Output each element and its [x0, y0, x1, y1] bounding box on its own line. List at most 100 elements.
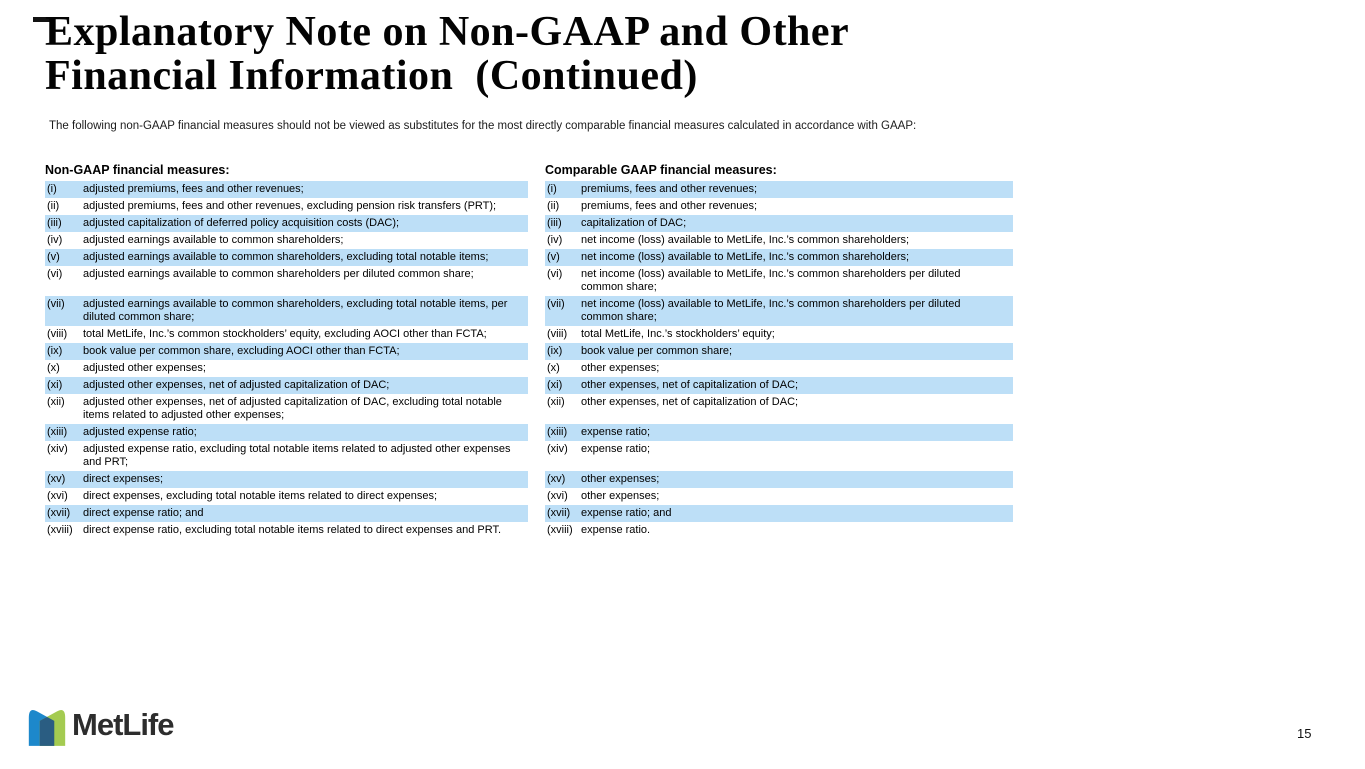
column-gap [528, 343, 545, 360]
row-(viii)-gaap-measure: total MetLife, Inc.’s stockholders’ equi… [581, 328, 775, 340]
row-(xi)-number-right: (xi) [545, 377, 581, 394]
row-(vi)-gaap-measure: net income (loss) available to MetLife, … [581, 268, 961, 293]
column-gap [528, 296, 545, 326]
row-(v)-non-gaap-measure: adjusted earnings available to common sh… [83, 249, 528, 266]
row-(iii)-non-gaap-measure: adjusted capitalization of deferred poli… [83, 215, 528, 232]
row-(xii)-gaap-measure: other expenses, net of capitalization of… [581, 396, 799, 408]
measures-table: (i) adjusted premiums, fees and other rev… [45, 181, 1013, 539]
row-(xi)-number-left: (xi) [45, 377, 83, 394]
row-(x)-number-left: (x) [47, 362, 60, 374]
row-(ix)-number-left: (ix) [45, 343, 83, 360]
row-(xiv)-number-left: (xiv) [47, 443, 68, 455]
row-(xiv)-gaap-measure: expense ratio; [581, 443, 651, 455]
row-(iv)-number-left: (iv) [47, 234, 63, 246]
row-(xii)-non-gaap-measure: adjusted other expenses, net of adjusted… [83, 396, 502, 421]
row-(i)-number-left: (i) [45, 181, 83, 198]
metlife-wordmark: MetLife [72, 707, 174, 742]
row-(viii)-non-gaap-measure: total MetLife, Inc.’s common stockholder… [83, 328, 487, 340]
row-(vii)-non-gaap-measure: adjusted earnings available to common sh… [83, 296, 528, 326]
page-title-line1: Explanatory Note on Non-GAAP and Other [45, 9, 850, 55]
row-(xiii)-number-left: (xiii) [45, 424, 83, 441]
column-gap [528, 326, 545, 343]
row-(vi)-non-gaap-measure: adjusted earnings available to common sh… [83, 268, 474, 280]
page-title-line2: Financial Information (Continued) [45, 53, 698, 99]
column-gap [528, 266, 545, 296]
row-(v)-number-left: (v) [45, 249, 83, 266]
row-(xv)-number-right: (xv) [545, 471, 581, 488]
row-(iii)-number-right: (iii) [545, 215, 581, 232]
row-(xvii)-number-left: (xvii) [45, 505, 83, 522]
column-gap [528, 441, 545, 471]
row-(x)-non-gaap-measure: adjusted other expenses; [83, 362, 206, 374]
row-(ix)-number-right: (ix) [545, 343, 581, 360]
row-(i)-number-right: (i) [545, 181, 581, 198]
row-(x)-gaap-measure: other expenses; [581, 362, 660, 374]
column-gap [528, 394, 545, 424]
row-(xii)-number-right: (xii) [547, 396, 565, 408]
row-(xvii)-number-right: (xvii) [545, 505, 581, 522]
row-(xvi)-non-gaap-measure: direct expenses, excluding total notable… [83, 490, 438, 502]
row-(i)-gaap-measure: premiums, fees and other revenues; [581, 181, 1013, 198]
row-(xiii)-gaap-measure: expense ratio; [581, 424, 1013, 441]
page-title: Explanatory Note on Non-GAAP and Other Fi… [45, 10, 1095, 98]
row-(xviii)-gaap-measure: expense ratio. [581, 524, 651, 536]
row-(xvii)-gaap-measure: expense ratio; and [581, 505, 1013, 522]
row-(iii)-gaap-measure: capitalization of DAC; [581, 215, 1013, 232]
row-(xv)-number-left: (xv) [45, 471, 83, 488]
intro-text: The following non-GAAP financial measure… [49, 120, 917, 132]
row-(vi)-number-right: (vi) [547, 268, 563, 280]
row-(xvi)-gaap-measure: other expenses; [581, 490, 660, 502]
row-(iv)-gaap-measure: net income (loss) available to MetLife, … [581, 234, 910, 246]
column-gap [528, 215, 545, 232]
row-(ii)-number-right: (ii) [547, 200, 560, 212]
row-(iv)-number-right: (iv) [547, 234, 563, 246]
column-gap [528, 181, 545, 198]
column-gap [528, 522, 545, 539]
row-(xiii)-non-gaap-measure: adjusted expense ratio; [83, 424, 528, 441]
row-(i)-non-gaap-measure: adjusted premiums, fees and other revenu… [83, 181, 528, 198]
row-(xv)-gaap-measure: other expenses; [581, 471, 1013, 488]
row-(ii)-gaap-measure: premiums, fees and other revenues; [581, 200, 758, 212]
column-gap [528, 505, 545, 522]
row-(xviii)-non-gaap-measure: direct expense ratio, excluding total no… [83, 524, 502, 536]
row-(vi)-number-left: (vi) [47, 268, 63, 280]
row-(vii)-number-right: (vii) [545, 296, 581, 326]
row-(v)-number-right: (v) [545, 249, 581, 266]
row-(v)-gaap-measure: net income (loss) available to MetLife, … [581, 249, 1013, 266]
row-(vii)-number-left: (vii) [45, 296, 83, 326]
row-(xviii)-number-left: (xviii) [47, 524, 73, 536]
row-(iii)-number-left: (iii) [45, 215, 83, 232]
page-number: 15 [1297, 726, 1312, 741]
non-gaap-column-header: Non-GAAP financial measures: [45, 163, 230, 177]
slide-top-mark [33, 17, 50, 22]
row-(viii)-number-right: (viii) [547, 328, 568, 340]
row-(xv)-non-gaap-measure: direct expenses; [83, 471, 528, 488]
row-(xvii)-non-gaap-measure: direct expense ratio; and [83, 505, 528, 522]
row-(xviii)-number-right: (xviii) [547, 524, 573, 536]
column-gap [528, 377, 545, 394]
row-(ix)-gaap-measure: book value per common share; [581, 343, 1013, 360]
row-(vii)-gaap-measure: net income (loss) available to MetLife, … [581, 296, 1013, 326]
column-gap [528, 488, 545, 505]
row-(xiv)-non-gaap-measure: adjusted expense ratio, excluding total … [83, 443, 511, 468]
row-(iv)-non-gaap-measure: adjusted earnings available to common sh… [83, 234, 344, 246]
column-gap [528, 360, 545, 377]
row-(xiv)-number-right: (xiv) [547, 443, 568, 455]
row-(viii)-number-left: (viii) [47, 328, 68, 340]
column-gap [528, 232, 545, 249]
column-gap [528, 424, 545, 441]
row-(ix)-non-gaap-measure: book value per common share, excluding A… [83, 343, 528, 360]
row-(x)-number-right: (x) [547, 362, 560, 374]
row-(ii)-non-gaap-measure: adjusted premiums, fees and other revenu… [83, 200, 497, 212]
row-(xiii)-number-right: (xiii) [545, 424, 581, 441]
row-(xi)-gaap-measure: other expenses, net of capitalization of… [581, 377, 1013, 394]
column-gap [528, 249, 545, 266]
column-gap [528, 471, 545, 488]
column-gap [528, 198, 545, 215]
row-(xvi)-number-right: (xvi) [547, 490, 568, 502]
metlife-logo: MetLife [27, 704, 174, 746]
gaap-column-header: Comparable GAAP financial measures: [545, 163, 777, 177]
row-(ii)-number-left: (ii) [47, 200, 60, 212]
row-(xi)-non-gaap-measure: adjusted other expenses, net of adjusted… [83, 377, 528, 394]
